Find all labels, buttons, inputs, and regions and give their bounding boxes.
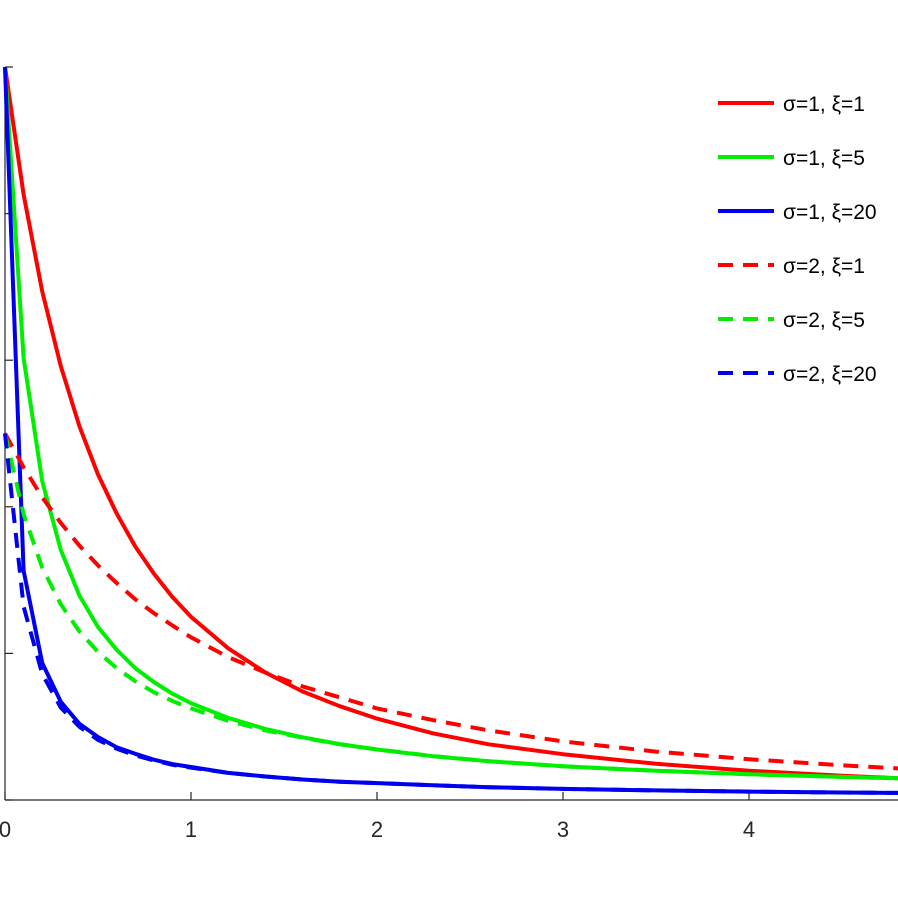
legend-label-6: σ=2, ξ=20 (783, 363, 877, 386)
legend-label-3: σ=1, ξ=20 (783, 201, 877, 224)
series-line-3 (3, 66, 898, 795)
x-tick-label: 3 (557, 817, 569, 842)
x-tick-label: 2 (371, 817, 383, 842)
series-line-4 (3, 432, 898, 771)
axes: 0 1 2 3 4 (0, 66, 898, 842)
series-line-1 (3, 66, 898, 781)
series-line-2 (3, 66, 898, 781)
series-line-5 (3, 433, 898, 781)
x-tick-label: 0 (0, 817, 11, 842)
x-tick-label: 4 (743, 817, 755, 842)
legend: σ=1, ξ=1 σ=1, ξ=5 σ=1, ξ=20 σ=2, ξ=1 σ=2, ξ=… (718, 93, 877, 386)
series-line-6 (3, 433, 898, 795)
legend-label-4: σ=2, ξ=1 (783, 255, 865, 278)
x-tick-label: 1 (185, 817, 197, 842)
series-layer (3, 66, 898, 795)
legend-label-2: σ=1, ξ=5 (783, 147, 865, 170)
legend-label-1: σ=1, ξ=1 (783, 93, 865, 116)
legend-label-5: σ=2, ξ=5 (783, 309, 865, 332)
